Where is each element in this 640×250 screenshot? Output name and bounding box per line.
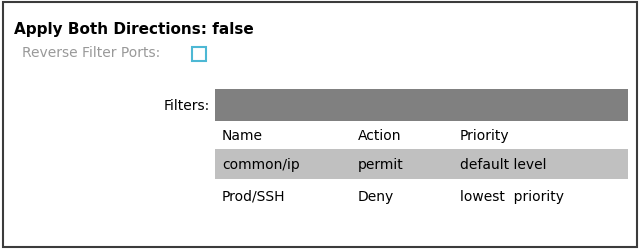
- Text: Priority: Priority: [460, 128, 509, 142]
- Text: lowest  priority: lowest priority: [460, 189, 564, 203]
- Text: permit: permit: [358, 157, 404, 171]
- Text: common/ip: common/ip: [222, 157, 300, 171]
- Bar: [215, 179, 628, 213]
- Text: default level: default level: [460, 157, 547, 171]
- Text: Apply Both Directions: false: Apply Both Directions: false: [14, 22, 253, 37]
- Bar: [215, 122, 628, 150]
- Text: Prod/SSH: Prod/SSH: [222, 189, 285, 203]
- Text: Deny: Deny: [358, 189, 394, 203]
- Text: Name: Name: [222, 128, 263, 142]
- Bar: [192, 48, 206, 62]
- Bar: [215, 90, 628, 122]
- Bar: [215, 150, 628, 179]
- Text: Action: Action: [358, 128, 401, 142]
- Text: Filters:: Filters:: [164, 98, 210, 112]
- Text: Reverse Filter Ports:: Reverse Filter Ports:: [22, 46, 164, 60]
